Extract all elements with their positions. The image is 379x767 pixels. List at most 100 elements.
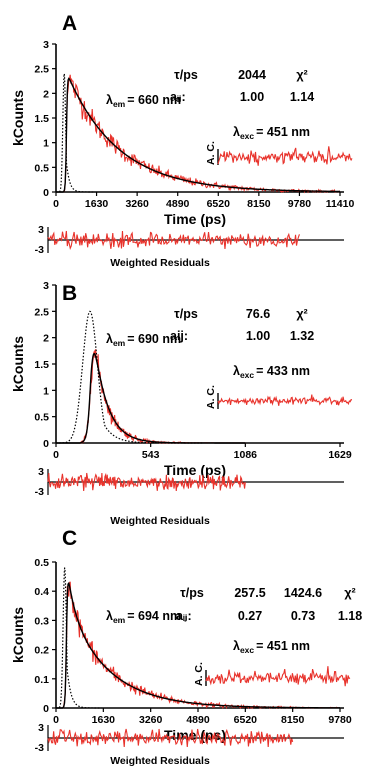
y-tick-label: 2.5 — [34, 64, 49, 76]
y-tick-label: 0.5 — [34, 412, 49, 424]
residuals-trace — [47, 728, 294, 748]
fit-table-row-label: aᵢⱼ: — [170, 90, 186, 104]
x-tick-label: 0 — [53, 449, 59, 461]
x-tick-label: 0 — [53, 714, 59, 726]
residual-tick-label: 3 — [38, 722, 44, 734]
y-tick-label: 0.5 — [34, 557, 49, 569]
emission-wavelength: λem = 694 nm — [106, 609, 181, 625]
fit-table-header: 1424.6 — [284, 586, 322, 600]
residuals-label: Weighted Residuals — [110, 257, 210, 269]
fit-table-header: τ/ps — [174, 68, 198, 82]
x-tick-label: 4890 — [186, 714, 210, 726]
y-tick-label: 0 — [43, 438, 49, 450]
fit-table-value: 1.18 — [338, 609, 362, 623]
x-tick-label: 1630 — [92, 714, 116, 726]
fit-table-row-label: aᵢⱼ: — [176, 609, 192, 623]
y-tick-label: 2 — [43, 333, 49, 345]
panel-letter: A — [62, 12, 77, 35]
x-tick-label: 8150 — [247, 198, 271, 210]
autocorrelation-label: A. C. — [193, 662, 205, 686]
x-tick-label: 8150 — [281, 714, 305, 726]
fit-table-header: χ² — [344, 586, 355, 600]
autocorrelation-trace — [217, 146, 353, 166]
y-tick-label: 3 — [43, 39, 49, 51]
fit-table-value: 1.14 — [290, 90, 314, 104]
x-tick-label: 6520 — [234, 714, 258, 726]
residuals-trace — [47, 472, 246, 492]
y-tick-label: 1 — [43, 138, 49, 150]
x-tick-label: 0 — [53, 198, 59, 210]
x-tick-label: 1086 — [234, 449, 258, 461]
series-fit — [56, 581, 341, 709]
x-tick-label: 6520 — [207, 198, 231, 210]
residual-tick-label: -3 — [35, 244, 44, 256]
emission-wavelength: λem = 660 nm — [106, 93, 181, 109]
autocorrelation-trace — [217, 394, 353, 406]
series-irf — [55, 567, 102, 709]
fit-table-value: 0.27 — [238, 609, 262, 623]
residuals-label: Weighted Residuals — [110, 755, 210, 767]
residual-tick-label: 3 — [38, 466, 44, 478]
x-axis-label: Time (ps) — [164, 211, 226, 227]
autocorrelation-label: A. C. — [205, 141, 217, 165]
y-tick-label: 0.5 — [34, 162, 49, 174]
y-tick-label: 1 — [43, 385, 49, 397]
x-tick-label: 11410 — [326, 198, 355, 210]
x-axis-label: Time (ps) — [164, 462, 226, 478]
panel-A: A 0 0.5 1 1.5 2 2.5 3 0 1630 3260 4890 6520 8150 9780 1… — [10, 12, 354, 269]
y-tick-label: 1.5 — [34, 359, 49, 371]
x-tick-label: 3260 — [125, 198, 149, 210]
y-tick-label: 0.1 — [34, 674, 49, 686]
y-tick-label: 0.2 — [34, 645, 49, 657]
y-axis-label: kCounts — [10, 607, 26, 663]
y-tick-label: 2.5 — [34, 306, 49, 318]
fit-table-header: χ² — [296, 307, 307, 321]
x-tick-label: 4890 — [166, 198, 190, 210]
fit-table-header: τ/ps — [180, 586, 204, 600]
panel-letter: C — [62, 527, 77, 550]
fit-table-header: τ/ps — [174, 307, 198, 321]
y-tick-label: 0 — [43, 187, 49, 199]
fit-table-header: 76.6 — [246, 307, 270, 321]
residuals-trace — [47, 230, 300, 251]
x-tick-label: 3260 — [139, 714, 163, 726]
x-tick-label: 9780 — [328, 714, 352, 726]
y-axis-label: kCounts — [10, 336, 26, 392]
panel-letter: B — [62, 282, 77, 305]
y-tick-label: 0 — [43, 703, 49, 715]
x-tick-label: 9780 — [288, 198, 312, 210]
fit-table-header: 2044 — [238, 68, 266, 82]
fit-table-value: 0.73 — [291, 609, 315, 623]
emission-wavelength: λem = 690 nm — [106, 332, 181, 348]
y-axis-label: kCounts — [10, 90, 26, 146]
series-fit — [56, 77, 341, 193]
residual-tick-label: -3 — [35, 742, 44, 754]
y-tick-label: 2 — [43, 88, 49, 100]
fit-table-value: 1.00 — [240, 90, 264, 104]
panel-C: C 0 0.1 0.2 0.3 0.4 0.5 0 1630 3260 4890 6520 8150 97… — [10, 527, 362, 767]
y-tick-label: 0.3 — [34, 615, 49, 627]
x-tick-label: 543 — [142, 449, 160, 461]
residual-tick-label: 3 — [38, 224, 44, 236]
y-tick-label: 1.5 — [34, 113, 49, 125]
series-irf — [55, 310, 203, 444]
excitation-wavelength: λexc = 433 nm — [233, 364, 310, 380]
excitation-wavelength: λexc = 451 nm — [233, 639, 310, 655]
x-tick-label: 1629 — [328, 449, 352, 461]
y-tick-label: 3 — [43, 280, 49, 292]
fit-table-header: 257.5 — [234, 586, 265, 600]
fit-table-header: χ² — [296, 68, 307, 82]
fit-table-value: 1.32 — [290, 329, 314, 343]
residual-tick-label: -3 — [35, 486, 44, 498]
residuals-label: Weighted Residuals — [110, 515, 210, 527]
series-irf — [56, 73, 94, 193]
autocorrelation-label: A. C. — [205, 385, 217, 409]
fit-table-row-label: aij: — [170, 329, 188, 343]
autocorrelation-trace — [205, 666, 351, 687]
series-fit — [56, 352, 246, 444]
x-tick-label: 1630 — [85, 198, 109, 210]
y-tick-label: 0.4 — [34, 586, 49, 598]
excitation-wavelength: λexc = 451 nm — [233, 125, 310, 141]
